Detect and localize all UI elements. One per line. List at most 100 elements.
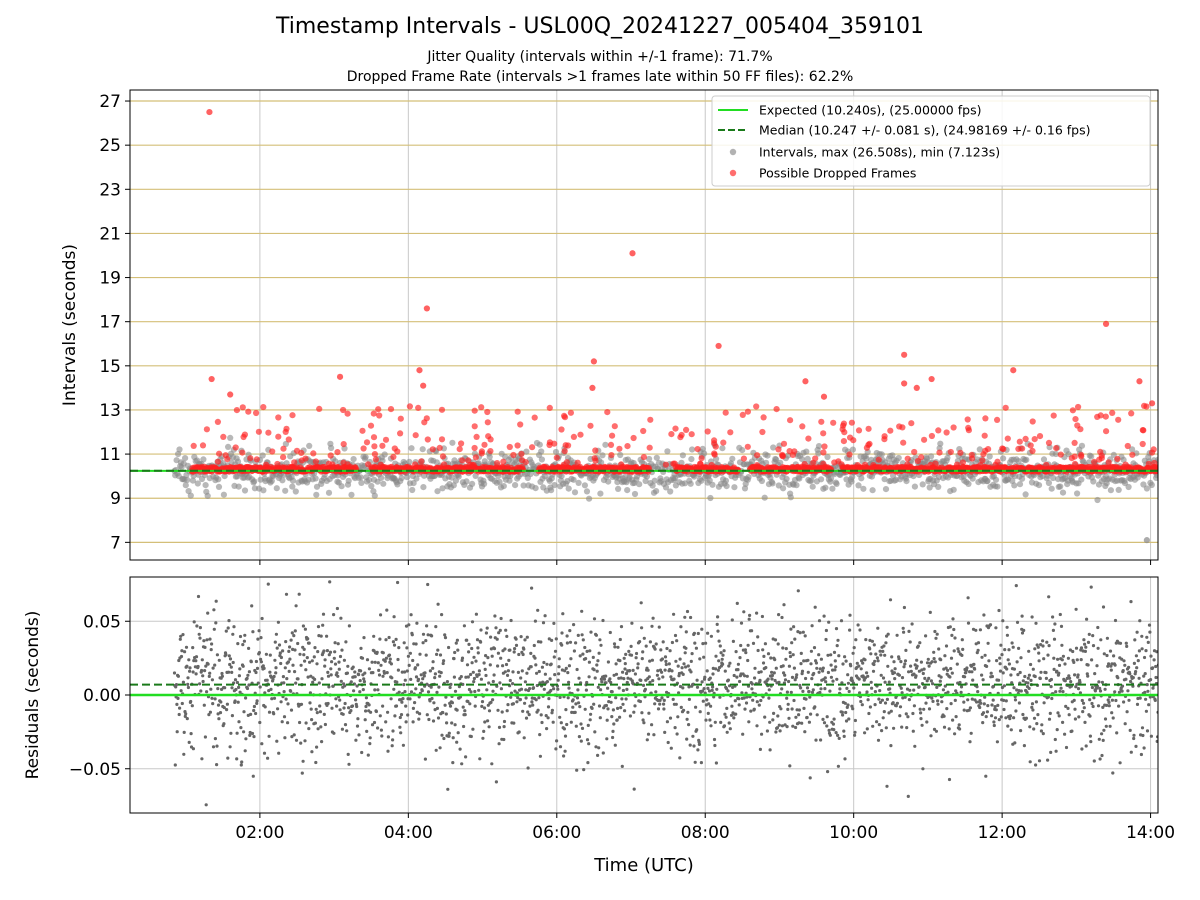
interval-point-71	[221, 473, 228, 480]
dropped-point-229	[514, 442, 521, 449]
outlier-point-13	[901, 351, 908, 358]
interval-point-604	[597, 490, 604, 497]
residual-point-1076	[588, 649, 592, 653]
residual-point-443	[343, 723, 348, 727]
dropped-point-184	[546, 404, 553, 411]
dropped-point-176	[481, 441, 488, 448]
residual-point-303	[289, 708, 294, 712]
residual-point-700	[443, 633, 447, 637]
residual-point-715	[448, 704, 453, 708]
residual-point-257	[272, 712, 276, 716]
dropped-point-280	[786, 448, 793, 455]
dropped-point-228	[607, 441, 615, 448]
residual-point-618	[411, 720, 415, 724]
dropped-point-266	[678, 431, 685, 439]
interval-point-1083	[935, 483, 942, 490]
residual-point-1318	[681, 672, 685, 677]
dropped-point-219	[546, 439, 554, 446]
residual-point-614	[409, 690, 414, 694]
intervals-legend: Expected (10.240s), (25.00000 fps)Median…	[711, 95, 1151, 187]
residual-point-579	[396, 657, 400, 662]
residual-point-836	[495, 637, 499, 641]
residual-point-1153	[618, 715, 622, 719]
interval-point-1300	[1088, 453, 1095, 460]
residual-point-701	[443, 703, 447, 707]
residual-point-1197	[634, 651, 639, 656]
dropped-point-88	[865, 425, 872, 432]
residual-point-570	[392, 643, 397, 647]
residual-point-111	[215, 653, 219, 657]
residual-point-146	[229, 731, 233, 735]
residual-point-1326	[684, 630, 688, 634]
dropped-point-62	[458, 440, 465, 447]
interval-point-760	[707, 494, 714, 502]
dropped-point-296	[1075, 403, 1082, 411]
interval-point-380	[439, 485, 446, 492]
residual-point-1286	[669, 675, 673, 679]
residual-point-336	[302, 647, 306, 652]
residual-point-1317	[681, 686, 685, 690]
residual-point-98	[210, 678, 214, 682]
residual-point-424	[336, 642, 340, 646]
residual-point-1036	[572, 649, 577, 653]
residual-point-181	[242, 639, 246, 643]
residual-point-613	[409, 613, 413, 617]
residual-point-567	[391, 640, 395, 644]
residual-point-1026	[568, 640, 573, 644]
residual-point-1125	[607, 700, 611, 704]
residual-point-691	[439, 671, 443, 675]
residual-point-84	[205, 638, 209, 642]
residual-point-324	[298, 720, 302, 725]
residual-point-61	[196, 664, 200, 669]
residual-point-398	[326, 701, 330, 706]
residual-point-772	[470, 620, 475, 624]
residual-point-1464	[738, 679, 742, 684]
residual-point-1399	[712, 737, 717, 742]
residual-point-654	[425, 682, 429, 686]
dropped-point-167	[239, 404, 246, 411]
residual-point-1381	[706, 631, 710, 635]
residual-point-651	[424, 639, 428, 643]
residual-point-565	[391, 738, 395, 742]
residual-point-205	[252, 708, 256, 713]
residual-point-1096	[596, 753, 600, 758]
interval-point-673	[646, 455, 653, 463]
residual-point-947	[538, 681, 542, 685]
interval-point-63	[215, 483, 223, 490]
residual-point-311	[293, 670, 297, 674]
dropped-point-263	[233, 407, 240, 414]
residual-point-953	[540, 665, 545, 669]
outlier-point-20	[1143, 537, 1150, 544]
outlier-point-17	[1010, 367, 1017, 374]
residual-point-159	[234, 687, 238, 692]
residual-point-288	[284, 640, 288, 644]
residual-point-1300	[674, 702, 678, 706]
residual-point-1020	[566, 696, 570, 700]
residual-point-1273	[664, 659, 668, 664]
residual-point-909	[523, 680, 528, 684]
residual-point-1434	[726, 689, 730, 693]
residual-point-1355	[695, 685, 700, 689]
residual-point-928	[531, 703, 535, 707]
residual-point-1463	[737, 703, 741, 707]
outlier-point-8	[590, 358, 597, 365]
interval-point-279	[368, 482, 375, 490]
residual-point-912	[524, 716, 529, 720]
intervals-ytick-label-4: 15	[99, 357, 121, 377]
residual-point-1264	[660, 657, 665, 661]
residual-point-106	[213, 737, 217, 741]
residual-point-1090	[593, 676, 597, 680]
residual-point-1356	[696, 748, 700, 752]
residual-point-1190	[632, 710, 636, 714]
interval-point-91	[235, 483, 242, 490]
dropped-point-8	[289, 412, 296, 419]
residual-point-1002	[559, 721, 563, 725]
residual-point-182	[243, 633, 247, 637]
interval-point-1165	[992, 476, 1000, 483]
residual-point-170	[238, 690, 242, 694]
dropped-point-295	[854, 462, 861, 469]
dropped-point-212	[379, 442, 386, 449]
residual-point-418	[334, 697, 338, 701]
residual-point-1446	[731, 685, 735, 690]
residual-point-773	[471, 727, 475, 731]
